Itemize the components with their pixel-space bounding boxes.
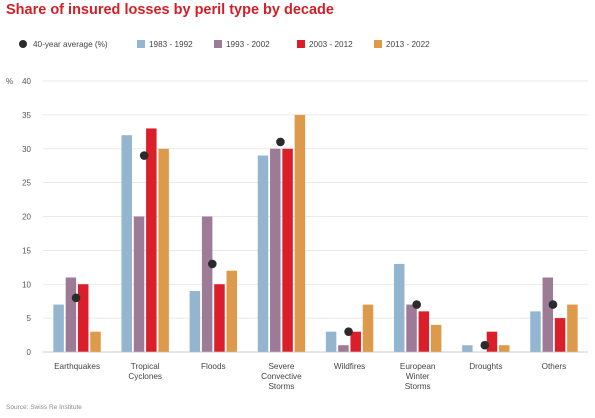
bar (214, 284, 225, 352)
x-tick-label: Storms (405, 382, 431, 391)
x-tick-label: Cyclones (128, 372, 162, 381)
x-tick-label: Floods (201, 362, 226, 371)
bar (270, 148, 281, 352)
x-tick-label: Droughts (469, 362, 502, 371)
bar (158, 148, 169, 352)
chart-title: Share of insured losses by peril type by… (6, 2, 334, 18)
bar (257, 155, 269, 352)
average-marker (71, 293, 81, 303)
y-tick-label: 25 (22, 179, 31, 188)
bar (146, 128, 157, 352)
x-tick-label: Severe (268, 362, 294, 371)
bar (53, 304, 64, 352)
bar (362, 304, 374, 352)
y-tick-label: 0 (27, 348, 32, 357)
bar (121, 135, 132, 352)
y-tick-label: 5 (27, 314, 32, 323)
bar (338, 345, 349, 352)
bar (418, 311, 430, 352)
y-axis-label: % (6, 77, 13, 86)
legend-swatch (214, 40, 222, 48)
chart-source: Source: Swiss Re Institute (6, 404, 82, 411)
x-tick-label: Tropical (131, 362, 160, 371)
bar (406, 304, 417, 352)
legend-label: 1983 - 1992 (149, 40, 193, 49)
average-marker (139, 151, 149, 160)
y-tick-label: 15 (22, 246, 31, 255)
y-tick-label: 30 (22, 145, 31, 154)
average-marker (276, 137, 285, 147)
bar (282, 148, 293, 352)
legend-label: 2013 - 2022 (386, 40, 430, 49)
x-tick-label: European (400, 362, 436, 371)
bar (462, 345, 473, 352)
bar (542, 277, 554, 352)
x-tick-label: Wildfires (334, 362, 365, 371)
bar (499, 345, 510, 352)
bar (554, 318, 566, 352)
x-tick-label: Convective (261, 372, 302, 381)
x-tick-label: Earthquakes (54, 362, 100, 371)
bar (325, 331, 337, 352)
legend-label: 1993 - 2002 (226, 40, 270, 49)
legend-marker-average (19, 40, 27, 48)
bar (189, 291, 201, 352)
bar (133, 216, 145, 352)
y-tick-label: 35 (22, 111, 31, 120)
legend-swatch (137, 40, 145, 48)
legend-label: 40-year average (%) (33, 40, 108, 49)
bar (65, 277, 77, 352)
y-tick-label: 40 (22, 77, 31, 86)
average-marker (344, 327, 353, 336)
legend-label: 2003 - 2012 (309, 40, 353, 49)
bar (530, 311, 541, 352)
y-tick-label: 10 (22, 280, 31, 289)
bar (486, 331, 498, 352)
average-marker (208, 259, 217, 269)
bar (430, 324, 442, 352)
bar (294, 114, 306, 352)
bar (567, 304, 578, 352)
y-tick-label: 20 (22, 213, 31, 222)
x-tick-label: Others (542, 362, 567, 371)
average-marker (548, 300, 558, 309)
bar (77, 284, 89, 352)
bar (393, 263, 405, 352)
average-marker (480, 340, 490, 350)
bar (90, 331, 101, 352)
bar (201, 216, 213, 352)
legend-swatch (297, 40, 305, 48)
bar (350, 331, 361, 352)
bar (226, 270, 238, 352)
x-tick-label: Winter (406, 372, 430, 381)
average-marker (412, 300, 421, 309)
legend-swatch (374, 40, 382, 48)
x-tick-label: Storms (268, 382, 294, 391)
